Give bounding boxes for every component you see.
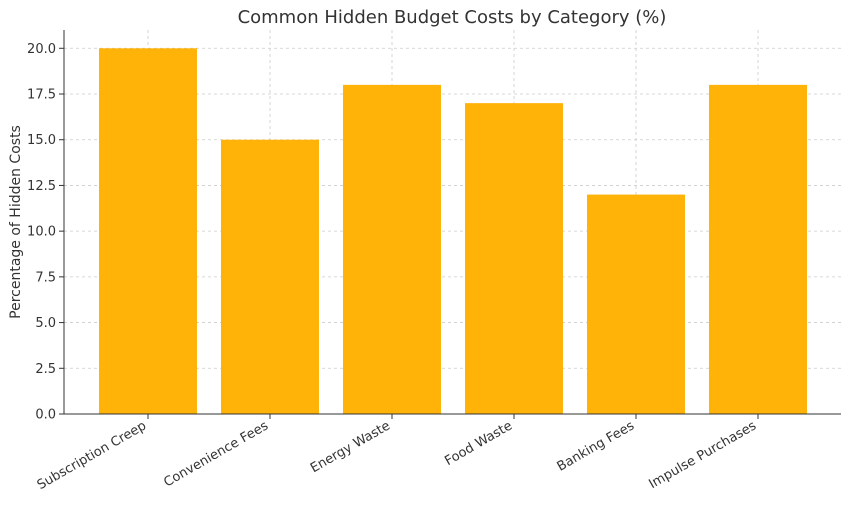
bar xyxy=(99,48,197,415)
x-tick-label: Impulse Purchases xyxy=(646,418,759,492)
bar xyxy=(343,84,441,414)
x-ticks: Subscription Creep Convenience Fees Energy… xyxy=(35,414,759,493)
y-tick-label: 0.0 xyxy=(35,408,56,423)
bar xyxy=(709,84,807,414)
x-tick-label: Banking Fees xyxy=(555,418,638,474)
bars xyxy=(99,48,807,415)
x-tick-label: Convenience Fees xyxy=(161,418,271,490)
y-tick-label: 20.0 xyxy=(27,42,56,57)
bar xyxy=(465,103,563,415)
x-tick-label: Food Waste xyxy=(442,418,515,469)
x-tick-label: Subscription Creep xyxy=(35,418,149,493)
chart-title: Common Hidden Budget Costs by Category (… xyxy=(238,7,667,28)
bar xyxy=(221,139,319,414)
y-tick-label: 5.0 xyxy=(35,316,56,331)
y-tick-label: 7.5 xyxy=(35,270,56,285)
y-ticks: 0.0 2.5 5.0 7.5 10.0 12.5 15.0 17.5 20.0 xyxy=(27,42,64,423)
y-tick-label: 2.5 xyxy=(35,362,56,377)
y-tick-label: 12.5 xyxy=(27,179,56,194)
x-tick-label: Energy Waste xyxy=(308,418,393,476)
y-tick-label: 15.0 xyxy=(27,133,56,148)
y-tick-label: 10.0 xyxy=(27,225,56,240)
y-tick-label: 17.5 xyxy=(27,88,56,103)
y-axis-label: Percentage of Hidden Costs xyxy=(8,125,24,319)
bar xyxy=(587,194,685,414)
